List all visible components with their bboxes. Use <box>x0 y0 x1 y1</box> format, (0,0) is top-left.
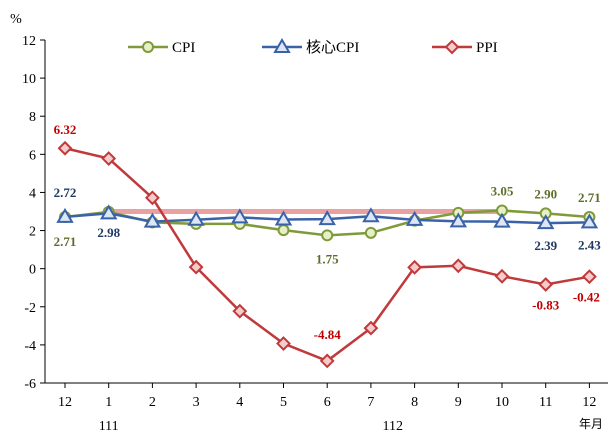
data-point <box>231 208 249 224</box>
y-tick-label: 8 <box>29 110 36 125</box>
x-axis-ticks: 12 1 2 3 4 5 6 7 8 9 10 11 12 <box>58 383 596 410</box>
y-tick-label: -6 <box>24 377 36 392</box>
axes <box>44 40 608 384</box>
data-point <box>536 214 555 230</box>
y-tick-label: 12 <box>22 34 36 49</box>
year-label: 112 <box>383 419 403 434</box>
data-point <box>538 277 554 292</box>
x-tick-label: 4 <box>236 395 243 410</box>
data-point <box>274 210 293 226</box>
legend-label: 核心CPI <box>306 39 359 56</box>
legend-entry: CPI <box>128 40 195 56</box>
data-point <box>318 210 336 226</box>
data-point <box>321 229 334 242</box>
y-axis-ticks: -6 -4 -2 0 2 4 6 8 10 12 <box>22 34 45 392</box>
data-point <box>101 151 117 166</box>
x-tick-label: 3 <box>193 395 200 410</box>
data-point <box>450 258 466 274</box>
data-point <box>364 226 377 239</box>
legend-marker <box>142 41 154 53</box>
data-label: 2.71 <box>54 234 77 249</box>
legend-marker <box>444 39 460 55</box>
data-point <box>407 259 423 275</box>
x-tick-label: 12 <box>58 395 72 410</box>
data-label: 6.32 <box>54 122 77 137</box>
x-tick-label: 2 <box>149 395 156 410</box>
data-point <box>362 207 380 223</box>
data-labels: 6.32 2.72 2.71 2.98 1.75 -4.84 3.05 2.90 2.71 2.3… <box>54 122 602 342</box>
data-label: 2.71 <box>578 190 601 205</box>
y-tick-label: 6 <box>29 148 36 163</box>
data-label: 2.43 <box>578 237 601 252</box>
data-label: 2.98 <box>97 225 120 240</box>
data-point <box>144 190 160 206</box>
x-tick-label: 1 <box>105 395 112 410</box>
data-point <box>99 204 118 220</box>
data-label: -0.42 <box>573 290 600 305</box>
year-labels: 111 112 <box>99 419 403 434</box>
legend-entry: PPI <box>432 39 498 56</box>
x-tick-label: 12 <box>582 395 596 410</box>
y-tick-label: 10 <box>22 72 36 87</box>
series-1 <box>56 204 599 230</box>
data-label: -0.83 <box>532 297 560 312</box>
data-point <box>277 224 290 237</box>
y-tick-label: 4 <box>29 186 36 201</box>
data-point <box>232 303 248 319</box>
x-tick-label: 6 <box>324 395 331 410</box>
legend: CPI 核心CPI PPI <box>128 38 498 56</box>
data-point <box>187 210 205 226</box>
year-label: 111 <box>99 419 119 434</box>
series-2 <box>57 140 597 369</box>
y-tick-label: -4 <box>24 339 36 354</box>
x-tick-label: 5 <box>280 395 287 410</box>
data-point <box>581 269 597 285</box>
x-tick-label: 11 <box>539 395 552 410</box>
x-tick-label: 10 <box>495 395 509 410</box>
y-axis-unit: % <box>10 12 22 27</box>
data-label: 2.39 <box>534 238 557 253</box>
x-tick-label: 9 <box>455 395 462 410</box>
data-label: 1.75 <box>316 251 339 266</box>
y-tick-label: 0 <box>29 263 36 278</box>
legend-label: PPI <box>476 40 498 56</box>
legend-entry: 核心CPI <box>262 38 359 56</box>
data-point <box>276 336 291 351</box>
x-tick-label: 7 <box>367 395 374 410</box>
data-point <box>493 212 511 228</box>
y-tick-label: -2 <box>24 301 36 316</box>
data-label: 2.90 <box>534 186 557 201</box>
x-axis-unit: 年月 <box>579 417 603 431</box>
data-point <box>494 268 510 284</box>
legend-marker <box>273 38 291 53</box>
data-point <box>188 259 204 275</box>
data-point <box>319 353 335 369</box>
data-point <box>363 320 379 336</box>
y-tick-label: 2 <box>29 225 36 240</box>
data-label: 3.05 <box>491 184 514 199</box>
data-label: -4.84 <box>314 327 342 342</box>
data-point <box>580 213 599 229</box>
legend-label: CPI <box>172 40 195 56</box>
series-group <box>56 140 599 369</box>
data-point <box>56 207 74 223</box>
data-point <box>57 140 73 156</box>
data-point <box>143 212 162 228</box>
data-point <box>405 210 424 226</box>
x-tick-label: 8 <box>411 395 418 410</box>
data-point <box>449 212 468 228</box>
data-label: 2.72 <box>54 185 77 200</box>
